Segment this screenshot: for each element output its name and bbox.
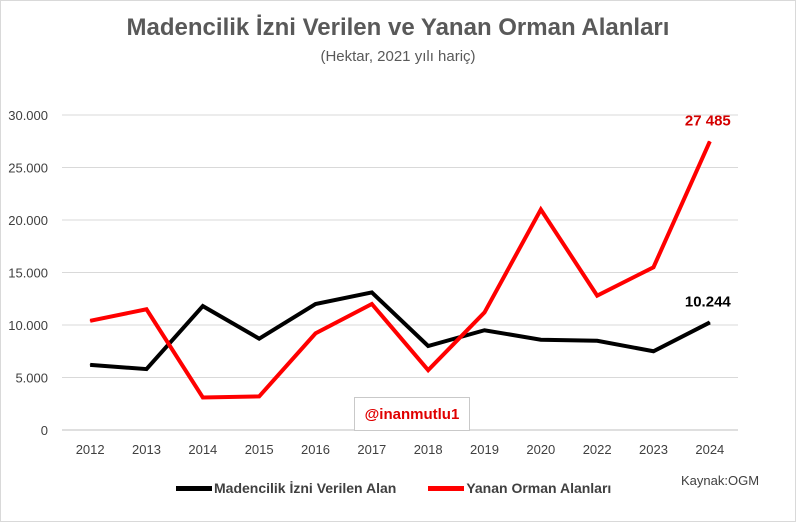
data-point <box>89 364 91 366</box>
x-tick-label: 2023 <box>639 442 668 457</box>
data-point <box>427 345 429 347</box>
data-point <box>540 209 542 210</box>
data-point <box>315 303 316 305</box>
data-point <box>484 311 485 313</box>
y-tick-label: 0 <box>41 423 48 438</box>
x-tick-label: 2013 <box>132 442 161 457</box>
x-tick-label: 2018 <box>414 442 443 457</box>
source-note: Kaynak:OGM <box>681 473 760 488</box>
series-line-1 <box>89 140 712 400</box>
data-point <box>315 332 316 334</box>
x-tick-label: 2012 <box>76 442 105 457</box>
y-tick-label: 25.000 <box>8 161 48 176</box>
x-tick-label: 2020 <box>526 442 555 457</box>
y-tick-label: 20.000 <box>8 213 48 228</box>
x-tick-label: 2024 <box>695 442 724 457</box>
data-label: 27 485 <box>685 112 731 129</box>
x-tick-label: 2022 <box>583 442 612 457</box>
x-tick-label: 2019 <box>470 442 499 457</box>
legend-label-mining: Madencilik İzni Verilen Alan <box>214 480 397 496</box>
y-tick-label: 5.000 <box>15 371 48 386</box>
data-point <box>146 368 147 370</box>
series-line-0 <box>90 290 711 372</box>
data-point <box>484 329 485 331</box>
legend-item-mining: Madencilik İzni Verilen Alan <box>176 480 396 496</box>
legend-swatch-mining <box>176 485 212 491</box>
chart-subtitle: (Hektar, 2021 yılı hariç) <box>320 48 476 65</box>
data-point <box>258 395 260 397</box>
watermark-label: @inanmutlu1 <box>354 397 470 431</box>
data-point <box>596 340 598 342</box>
data-point <box>146 308 147 310</box>
data-point <box>89 320 91 322</box>
x-tick-label: 2015 <box>245 442 274 457</box>
chart-title: Madencilik İzni Verilen ve Yanan Orman A… <box>126 14 670 41</box>
data-point <box>258 338 260 340</box>
data-point <box>371 291 373 293</box>
data-point <box>709 140 711 142</box>
legend-label-burned: Yanan Orman Alanları <box>466 480 612 496</box>
x-tick-label: 2016 <box>301 442 330 457</box>
data-point <box>596 295 598 297</box>
data-point <box>202 396 204 398</box>
data-point <box>709 321 711 323</box>
legend: Madencilik İzni Verilen Alan Yanan Orman… <box>176 480 643 496</box>
data-label: 10.244 <box>685 293 732 310</box>
data-point <box>371 303 373 305</box>
legend-swatch-burned <box>428 485 465 491</box>
x-tick-label: 2017 <box>357 442 386 457</box>
data-point <box>202 305 204 307</box>
y-tick-label: 10.000 <box>8 318 48 333</box>
data-point <box>653 350 654 352</box>
x-tick-label: 2014 <box>188 442 217 457</box>
data-point <box>540 339 542 341</box>
data-point <box>653 266 654 268</box>
y-tick-label: 30.000 <box>8 108 48 123</box>
y-tick-label: 15.000 <box>8 266 48 281</box>
data-point <box>427 369 429 371</box>
legend-item-burned: Yanan Orman Alanları <box>428 480 611 496</box>
